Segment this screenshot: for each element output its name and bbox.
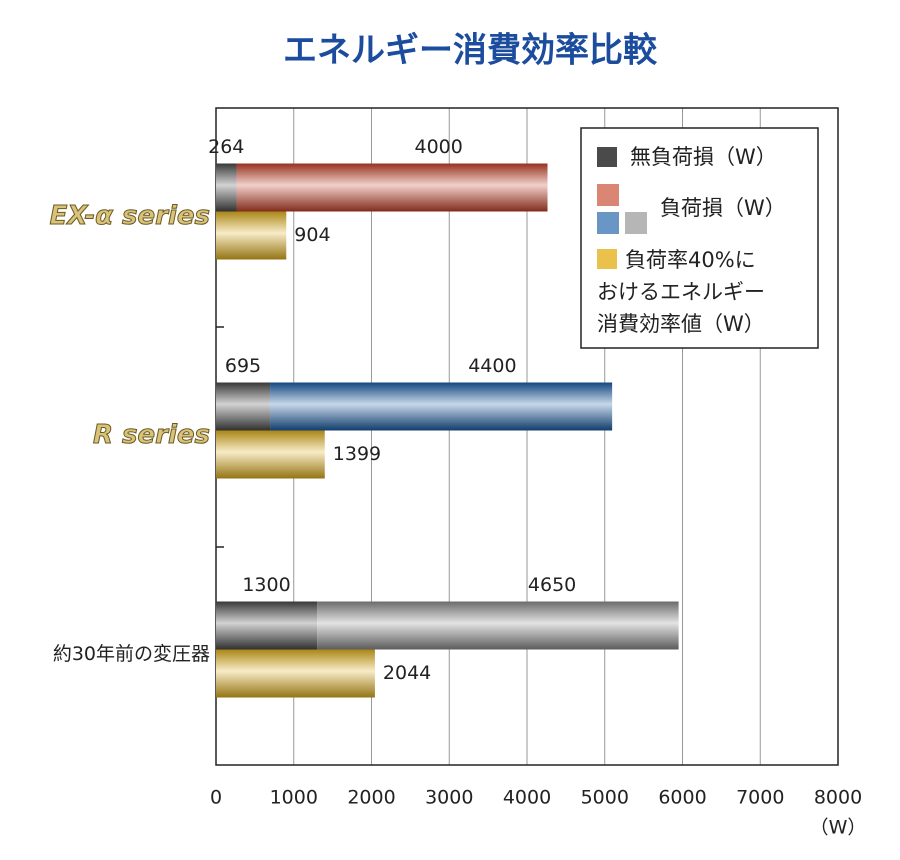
legend-label: 無負荷損（W） bbox=[630, 145, 777, 169]
bar bbox=[216, 211, 287, 260]
bar bbox=[216, 430, 325, 479]
category-label: R series bbox=[93, 420, 210, 450]
x-tick-label: 5000 bbox=[581, 787, 629, 809]
x-unit: （W） bbox=[810, 817, 867, 839]
value-label: 4400 bbox=[468, 355, 516, 377]
bar-segment bbox=[216, 382, 271, 431]
x-tick-label: 1000 bbox=[270, 787, 318, 809]
x-tick-label: 3000 bbox=[425, 787, 473, 809]
bar bbox=[216, 649, 375, 698]
chart-title: エネルギー消費効率比較 bbox=[283, 31, 658, 71]
x-tick-label: 2000 bbox=[347, 787, 395, 809]
category-label: EX-α series bbox=[50, 201, 210, 231]
legend-box bbox=[580, 127, 819, 349]
x-tick-label: 0 bbox=[210, 787, 222, 809]
bar-segment bbox=[236, 163, 548, 212]
x-tick-label: 7000 bbox=[736, 787, 784, 809]
value-label: 4650 bbox=[528, 574, 576, 596]
value-label: 264 bbox=[208, 136, 244, 158]
bar-segment bbox=[270, 382, 613, 431]
x-tick-label: 8000 bbox=[814, 787, 862, 809]
legend-label: 負荷損（W） bbox=[660, 196, 786, 220]
legend-entry: 負荷率40%におけるエネルギー消費効率値（W） bbox=[597, 244, 772, 340]
value-label: 2044 bbox=[383, 662, 431, 684]
x-tick-label: 6000 bbox=[658, 787, 706, 809]
value-label: 1399 bbox=[333, 443, 381, 465]
legend-swatch bbox=[597, 184, 619, 206]
bar-segment bbox=[216, 163, 237, 212]
category-label: 約30年前の変圧器 bbox=[53, 643, 210, 665]
legend-label: 負荷率40%におけるエネルギー消費効率値（W） bbox=[597, 248, 765, 336]
bar-segment bbox=[216, 601, 318, 650]
legend-swatch bbox=[597, 212, 619, 234]
value-label: 904 bbox=[294, 224, 330, 246]
value-label: 695 bbox=[225, 355, 261, 377]
x-tick-label: 4000 bbox=[503, 787, 551, 809]
value-label: 4000 bbox=[414, 136, 462, 158]
value-label: 1300 bbox=[242, 574, 290, 596]
legend-swatch bbox=[625, 212, 647, 234]
legend-label-block: 負荷率40%におけるエネルギー消費効率値（W） bbox=[597, 244, 772, 340]
legend-swatch bbox=[597, 249, 617, 269]
legend-swatch bbox=[597, 147, 617, 167]
bar-segment bbox=[317, 601, 679, 650]
